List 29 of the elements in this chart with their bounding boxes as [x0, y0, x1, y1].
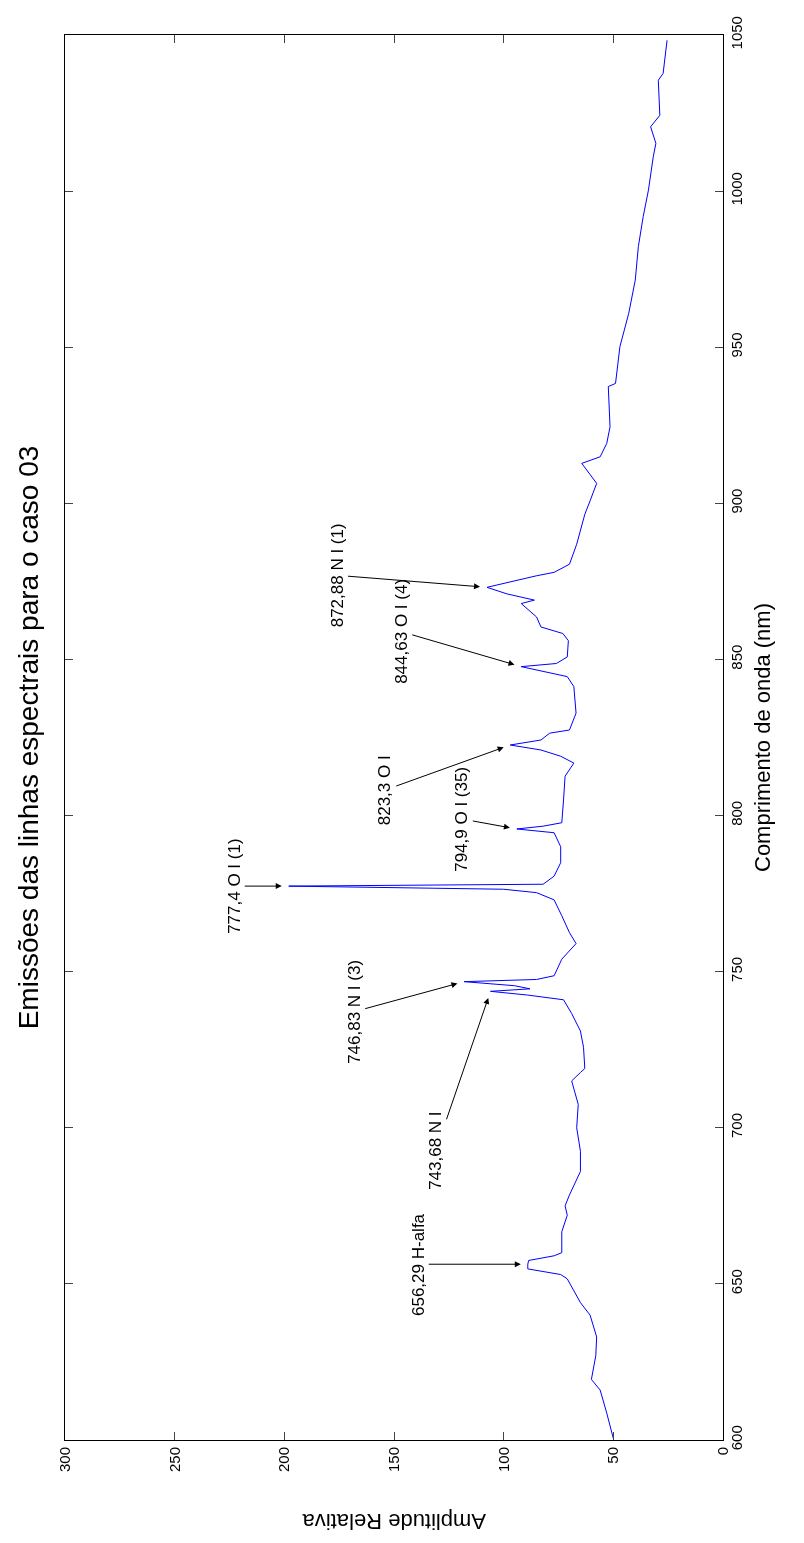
annotation: 777,4 O I (1) — [224, 838, 244, 934]
y-tick-label: 750 — [728, 956, 745, 982]
annotation: 823,3 O I — [375, 755, 395, 826]
x-tick-label: 300 — [55, 1447, 73, 1473]
x-tick-label: 50 — [604, 1447, 622, 1464]
y-tick-label: 800 — [728, 800, 745, 826]
y-axis-title: Comprimento de onda (nm) — [749, 602, 775, 873]
y-tick-label: 700 — [728, 1113, 745, 1139]
x-axis-title: Amplitude Relativa — [301, 1508, 486, 1534]
y-tick-label: 900 — [728, 488, 745, 514]
x-tick-label: 200 — [275, 1447, 293, 1473]
annotation: 656,29 H-alfa — [408, 1213, 428, 1317]
text: Emissões das linhas espectrais para o caso 03 — [13, 445, 45, 1030]
annotation: 743,68 N I — [426, 1111, 446, 1190]
x-tick-label: 150 — [384, 1447, 402, 1473]
annotation: 872,88 N I (1) — [327, 523, 347, 628]
annotation: 746,83 N I (3) — [344, 959, 364, 1064]
y-tick-label: 600 — [728, 1425, 745, 1451]
x-tick-label: 0 — [713, 1447, 731, 1456]
annotation: 794,9 O I (35) — [451, 766, 471, 872]
line-series — [288, 39, 668, 1439]
y-tick-label: 950 — [728, 332, 745, 358]
x-tick-label: 100 — [494, 1447, 512, 1473]
annotation: 844,63 O I (4) — [391, 578, 411, 684]
x-tick-label: 250 — [165, 1447, 183, 1473]
y-tick-label: 1050 — [728, 16, 745, 50]
y-tick-label: 1000 — [728, 172, 745, 206]
y-tick-label: 850 — [728, 644, 745, 670]
y-tick-label: 650 — [728, 1269, 745, 1295]
